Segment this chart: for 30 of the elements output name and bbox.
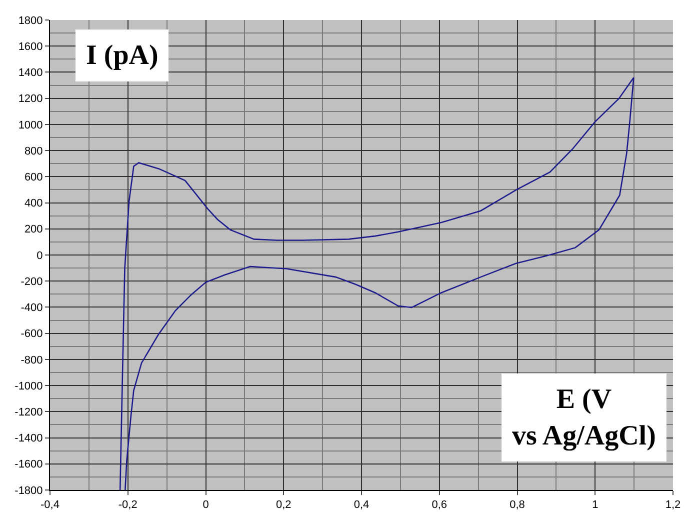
y-tick-label: 1600 xyxy=(18,40,43,53)
x-tick-label: 0,8 xyxy=(510,499,525,512)
x-tick-label: 0 xyxy=(202,499,209,512)
y-tick-label: 1800 xyxy=(18,14,43,27)
y-tick-label: 1400 xyxy=(18,67,43,80)
y-tick-label: -1200 xyxy=(14,406,43,419)
y-tick-label: 0 xyxy=(36,250,43,262)
x-tick-label: -0,4 xyxy=(40,499,60,512)
x-tick-label: 0,6 xyxy=(432,499,448,512)
y-tick-label: -800 xyxy=(20,354,43,366)
y-tick-label: 200 xyxy=(24,224,43,236)
y-tick-label: 1200 xyxy=(18,93,43,106)
x-tick-label: 0,4 xyxy=(354,499,370,512)
y-tick-label: 400 xyxy=(24,198,43,210)
x-tick-label: 1,2 xyxy=(665,499,681,512)
x-tick-label: 1 xyxy=(592,499,598,512)
x-tick-label: 0,2 xyxy=(276,499,292,512)
y-tick-label: -1000 xyxy=(14,380,43,392)
x-axis-title: E (V vs Ag/AgCl) xyxy=(512,384,656,452)
x-tick-label: -0,2 xyxy=(118,499,138,512)
y-tick-label: 1000 xyxy=(18,119,43,132)
y-tick-label: -1400 xyxy=(14,432,43,445)
y-tick-label: -600 xyxy=(20,328,43,340)
y-tick-label: -400 xyxy=(20,302,43,314)
y-tick-label: 800 xyxy=(24,145,43,158)
y-tick-label: -1600 xyxy=(14,458,43,471)
y-axis-title: I (pA) xyxy=(86,40,158,71)
y-tick-label: -1800 xyxy=(14,484,43,497)
y-tick-label: 600 xyxy=(24,172,43,184)
y-tick-label: -200 xyxy=(20,276,43,288)
